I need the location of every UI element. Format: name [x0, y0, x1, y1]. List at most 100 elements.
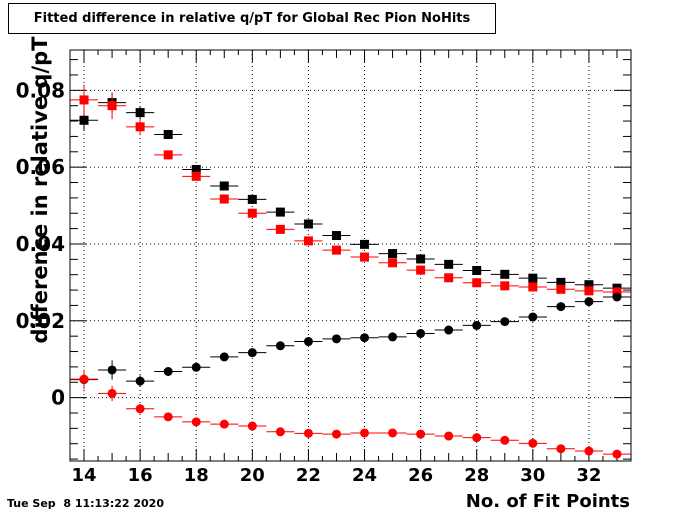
data-point-circle — [416, 328, 426, 338]
data-point-square — [303, 219, 313, 229]
data-point-square — [360, 239, 370, 249]
data-point-circle — [444, 431, 454, 441]
data-point-square — [528, 282, 538, 292]
series-3 — [70, 369, 631, 459]
chart-title: Fitted difference in relative q/pT for G… — [8, 3, 496, 34]
data-point-square — [163, 130, 173, 140]
y-tick-label: 0.08 — [16, 78, 65, 102]
data-point-circle — [444, 325, 454, 335]
data-point-square — [584, 286, 594, 296]
data-point-circle — [275, 427, 285, 437]
grid-lines — [70, 50, 631, 461]
data-point-square — [612, 287, 622, 297]
x-tick-label: 22 — [296, 465, 321, 486]
data-point-square — [275, 207, 285, 217]
axis-ticks — [69, 50, 632, 461]
data-point-circle — [191, 362, 201, 372]
data-point-square — [444, 259, 454, 269]
data-point-square — [331, 231, 341, 241]
data-point-circle — [219, 352, 229, 362]
data-point-square — [303, 236, 313, 246]
data-point-square — [331, 245, 341, 255]
data-point-square — [472, 265, 482, 275]
data-point-square — [191, 171, 201, 181]
plot-frame — [69, 49, 632, 462]
x-axis-label: No. of Fit Points — [465, 491, 630, 512]
data-point-square — [388, 249, 398, 259]
data-point-square — [107, 101, 117, 111]
data-point-square — [556, 277, 566, 287]
data-point-circle — [500, 435, 510, 445]
data-point-square — [247, 194, 257, 204]
tick-labels: 14 16 18 20 22 24 26 28 30 32 0 0.02 0.04 0.06 0.08 — [16, 78, 602, 486]
series-0 — [70, 93, 631, 293]
data-point-circle — [528, 312, 538, 322]
data-point-circle — [612, 449, 622, 459]
data-point-circle — [612, 292, 622, 302]
data-point-square — [416, 254, 426, 264]
data-point-circle — [191, 417, 201, 427]
data-point-square — [360, 252, 370, 262]
data-point-square — [135, 108, 145, 118]
data-point-circle — [416, 429, 426, 439]
y-tick-label: 0 — [51, 386, 65, 410]
data-point-circle — [303, 337, 313, 347]
data-point-square — [191, 164, 201, 174]
y-tick-label: 0.06 — [16, 155, 65, 179]
data-point-circle — [135, 376, 145, 386]
data-point-circle — [584, 446, 594, 456]
data-point-square — [388, 258, 398, 268]
y-tick-label: 0.04 — [16, 232, 65, 256]
data-point-square — [416, 265, 426, 275]
data-point-circle — [107, 388, 117, 398]
data-point-circle — [247, 348, 257, 358]
data-point-circle — [584, 297, 594, 307]
data-point-square — [528, 273, 538, 283]
x-tick-label: 24 — [352, 465, 377, 486]
data-point-square — [500, 281, 510, 291]
x-tick-label: 14 — [71, 465, 96, 486]
data-point-circle — [219, 419, 229, 429]
data-point-circle — [331, 334, 341, 344]
data-point-circle — [500, 317, 510, 327]
data-point-square — [79, 95, 89, 105]
data-point-circle — [247, 421, 257, 431]
data-point-square — [556, 284, 566, 294]
data-point-circle — [135, 404, 145, 414]
data-point-square — [79, 115, 89, 125]
x-tick-label: 28 — [464, 465, 489, 486]
x-tick-label: 32 — [576, 465, 601, 486]
data-point-square — [163, 150, 173, 160]
data-point-circle — [331, 429, 341, 439]
data-point-circle — [79, 374, 89, 384]
data-point-square — [472, 278, 482, 288]
data-point-square — [444, 273, 454, 283]
data-point-circle — [163, 367, 173, 377]
data-point-circle — [163, 412, 173, 422]
x-tick-label: 20 — [240, 465, 265, 486]
data-point-circle — [388, 332, 398, 342]
data-point-circle — [360, 428, 370, 438]
x-tick-label: 18 — [184, 465, 209, 486]
series-2 — [70, 292, 631, 390]
data-point-square — [500, 269, 510, 279]
data-point-circle — [303, 428, 313, 438]
data-point-circle — [275, 341, 285, 351]
data-point-square — [584, 280, 594, 290]
data-point-circle — [528, 438, 538, 448]
x-tick-label: 30 — [520, 465, 545, 486]
timestamp: Tue Sep 8 11:13:22 2020 — [7, 497, 164, 510]
data-point-square — [247, 208, 257, 218]
data-markers — [70, 84, 631, 459]
data-point-square — [275, 224, 285, 234]
data-point-circle — [472, 433, 482, 443]
y-tick-label: 0.02 — [16, 309, 65, 333]
data-point-circle — [107, 365, 117, 375]
data-point-circle — [556, 302, 566, 312]
y-axis-label: difference in relative q/pT — [28, 36, 52, 344]
data-point-circle — [388, 428, 398, 438]
data-point-square — [219, 181, 229, 191]
data-point-square — [135, 122, 145, 132]
series-1 — [70, 84, 631, 297]
